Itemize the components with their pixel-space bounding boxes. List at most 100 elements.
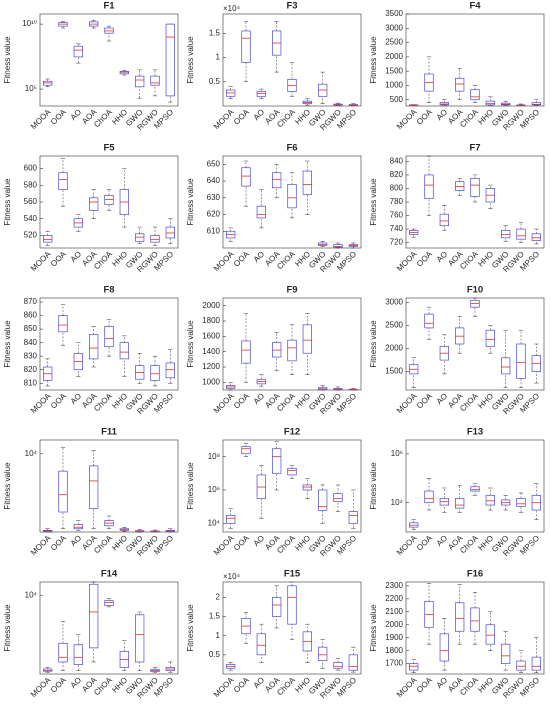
y-tick-label: 1.5 [209, 28, 221, 37]
y-tick-label: 740 [390, 224, 404, 233]
y-tick-label: 1800 [385, 646, 403, 655]
y-tick-label: 1700 [385, 659, 403, 668]
y-tick-label: 820 [390, 170, 404, 179]
box [531, 102, 541, 106]
box [318, 489, 328, 511]
box [256, 205, 266, 219]
y-tick-label: 860 [24, 311, 38, 320]
y-tick-label: 1000 [202, 377, 220, 386]
y-tick-label: 870 [24, 297, 38, 306]
plot-frame [405, 439, 545, 533]
y-tick-label: 610 [207, 226, 221, 235]
y-axis-label: Fitness value [186, 462, 195, 510]
y-axis-label: Fitness value [369, 320, 378, 368]
panel-title: F10 [467, 285, 483, 296]
box [470, 89, 480, 101]
y-tick-label: 1800 [202, 316, 220, 325]
box [89, 583, 99, 649]
y-tick-label: 3000 [385, 23, 403, 32]
y-axis-label: Fitness value [3, 462, 12, 510]
y-tick-label: 2000 [202, 301, 220, 310]
box [165, 226, 175, 239]
box [58, 315, 68, 333]
panel-title: F16 [467, 569, 483, 580]
y-tick-label: 780 [390, 197, 404, 206]
box [348, 654, 358, 671]
box [58, 642, 68, 663]
box [485, 494, 495, 506]
y-tick-label: 10⁶ [208, 485, 220, 494]
box [318, 242, 328, 246]
box [516, 660, 526, 671]
y-tick-label: 760 [390, 211, 404, 220]
y-axis-label: Fitness value [3, 36, 12, 84]
box [241, 30, 251, 63]
box [485, 100, 495, 106]
x-tick-label: OOA [415, 675, 434, 694]
x-tick-label: OOA [232, 107, 251, 126]
y-tick-label: 1.5 [209, 612, 221, 621]
box [104, 326, 114, 348]
box [256, 633, 266, 656]
y-tick-label: 2100 [385, 607, 403, 616]
x-tick-label: OOA [232, 675, 251, 694]
box [470, 486, 480, 492]
x-tick-label: OOA [415, 533, 434, 552]
box [89, 197, 99, 211]
panel: F16 Fitness value 1700 1800 1900 2000 2100 2200… [369, 569, 545, 700]
plot-frame [39, 155, 179, 249]
box [165, 23, 175, 97]
box [241, 340, 251, 364]
y-tick-label: 10⁴ [25, 449, 38, 458]
box [104, 600, 114, 606]
y-tick-label: 800 [390, 184, 404, 193]
x-tick-label: OOA [232, 533, 251, 552]
y-tick-label: 640 [207, 176, 221, 185]
box [73, 524, 83, 530]
x-tick-label: OOA [49, 391, 68, 410]
box [455, 498, 465, 509]
y-axis-label: Fitness value [369, 36, 378, 84]
y-tick-label: 620 [207, 210, 221, 219]
box [485, 329, 495, 347]
y-tick-label: 10⁴ [208, 518, 221, 527]
axis-multiplier: ×10⁴ [223, 4, 241, 13]
panel-title: F14 [101, 569, 118, 580]
box [226, 514, 236, 524]
box [409, 663, 419, 671]
box [424, 313, 434, 329]
y-tick-label: 1400 [202, 347, 220, 356]
y-tick-label: 10⁴ [391, 498, 404, 507]
box [272, 448, 282, 474]
plot-frame [39, 439, 179, 533]
panel-title: F12 [284, 427, 300, 438]
y-tick-label: 0.5 [209, 650, 221, 659]
box [333, 493, 343, 502]
box [516, 343, 526, 379]
y-tick-label: 2000 [385, 620, 403, 629]
y-tick-label: 600 [24, 164, 38, 173]
y-axis-label: Fitness value [186, 36, 195, 84]
box [135, 75, 145, 88]
y-tick-label: 830 [24, 351, 38, 360]
y-axis-label: Fitness value [369, 178, 378, 226]
y-tick-label: 580 [24, 180, 38, 189]
box [333, 244, 343, 248]
box [119, 71, 129, 75]
y-axis-label: Fitness value [3, 320, 12, 368]
box [501, 357, 511, 375]
plot-frame [222, 297, 362, 391]
box [501, 643, 511, 664]
box [287, 184, 297, 209]
box [272, 172, 282, 189]
y-tick-label: 2 [216, 592, 221, 601]
